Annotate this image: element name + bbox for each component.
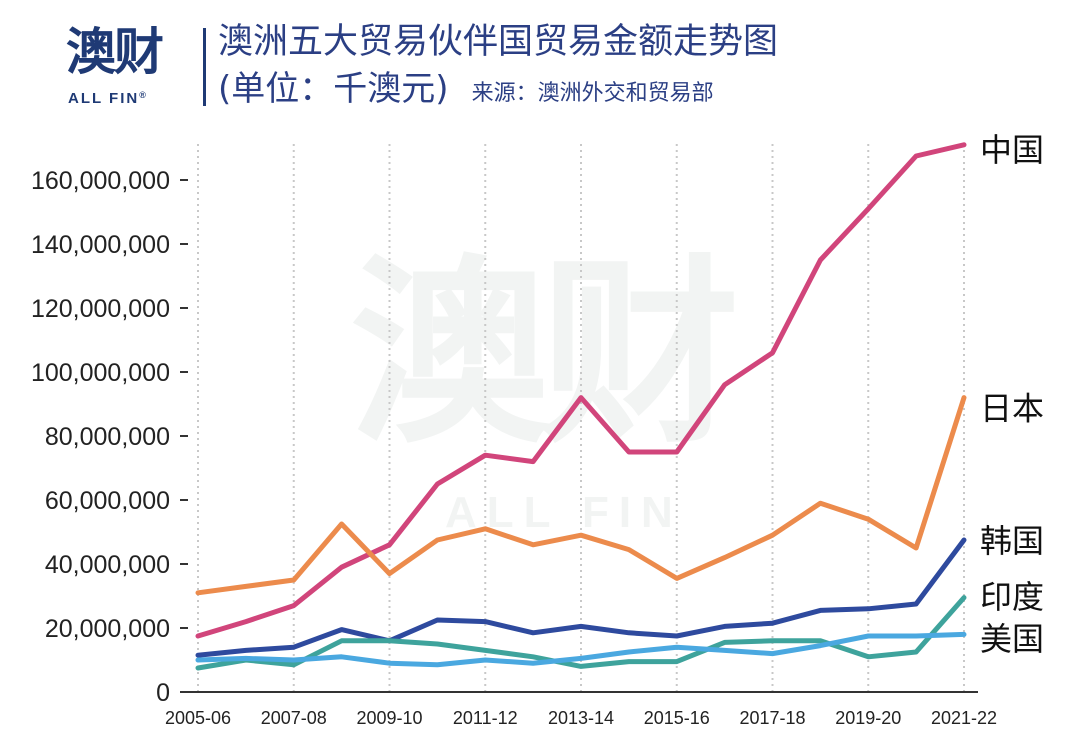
header-divider [203,28,206,106]
x-tick-label: 2021-22 [931,708,997,728]
logo-mark: 澳财 [66,23,164,81]
series-line [195,395,967,596]
allfin-logo: 澳财 ALL FIN® [66,22,192,114]
y-tick-label: 20,000,000 [45,615,170,643]
series-line [195,142,967,639]
series-end-label: 日本 [980,390,1044,428]
y-tick-label: 0 [156,679,170,707]
series-end-label: 印度 [980,578,1044,616]
chart-subtitle: (单位：千澳元) 来源：澳洲外交和贸易部 [218,68,714,110]
logo-sub-label: ALL FIN [68,90,140,107]
x-tick-label: 2013-14 [548,708,614,728]
series-line [195,595,967,671]
x-tick-label: 2015-16 [644,708,710,728]
series-line [195,631,967,668]
series-layer [195,142,967,671]
series-line [195,537,967,658]
x-tick-label: 2005-06 [165,708,231,728]
chart-header: 澳财 ALL FIN® 澳洲五大贸易伙伴国贸易金额走势图 (单位：千澳元) 来源… [0,0,1080,120]
x-tick-label: 2017-18 [739,708,805,728]
y-tick-label: 100,000,000 [31,359,170,387]
series-end-label: 中国 [980,131,1044,169]
y-tick-label: 160,000,000 [31,167,170,195]
x-tick-label: 2011-12 [453,708,518,728]
y-tick-label: 40,000,000 [45,551,170,579]
axis-layer: 0 20,000,000 40,000,000 60,000,000 80,000,00… [31,167,997,728]
registered-mark: ® [139,90,146,100]
series-end-label: 韩国 [980,522,1044,560]
chart-title: 澳洲五大贸易伙伴国贸易金额走势图 [218,22,779,62]
y-tick-label: 80,000,000 [45,423,170,451]
series-end-label: 美国 [980,620,1044,658]
x-tick-label: 2009-10 [356,708,422,728]
y-tick-label: 60,000,000 [45,487,170,515]
source-label: 来源：澳洲外交和贸易部 [471,81,714,106]
unit-label: (单位：千澳元) [218,69,449,109]
y-tick-label: 140,000,000 [31,231,170,259]
x-tick-label: 2019-20 [835,708,901,728]
logo-subtext: ALL FIN® [68,90,146,107]
y-tick-label: 120,000,000 [31,295,170,323]
x-tick-label: 2007-08 [261,708,327,728]
